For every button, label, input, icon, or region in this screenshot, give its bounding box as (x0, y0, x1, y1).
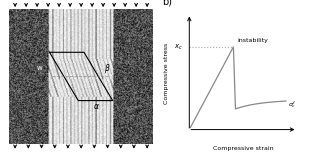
Text: $x_c$: $x_c$ (174, 42, 183, 51)
Text: Compressive stress: Compressive stress (164, 43, 169, 104)
Text: $\beta$: $\beta$ (104, 62, 111, 75)
Text: Compressive strain: Compressive strain (213, 146, 274, 151)
Text: $\sigma_c^f$: $\sigma_c^f$ (288, 99, 296, 110)
Text: $\alpha$: $\alpha$ (93, 102, 100, 111)
Text: b): b) (163, 0, 173, 6)
Text: w: w (37, 65, 42, 71)
Text: instability: instability (237, 39, 268, 44)
